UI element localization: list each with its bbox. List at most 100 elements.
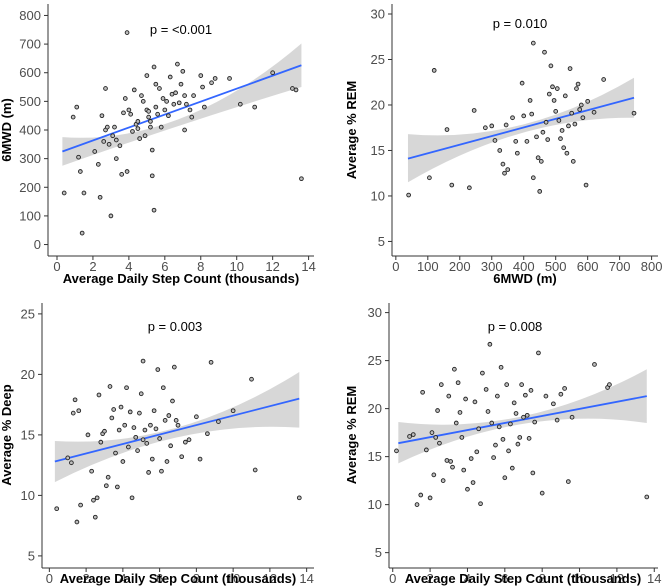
points <box>61 30 304 236</box>
data-point <box>111 407 117 412</box>
y-axis-title: 6MWD (m) <box>0 98 14 162</box>
data-point <box>565 479 571 484</box>
data-point <box>155 367 161 372</box>
data-point <box>94 495 100 501</box>
data-point <box>160 385 166 391</box>
y-tick-label: 400 <box>19 123 41 138</box>
panel-rem-vs-steps: 0 2 4 6 8 10 12 14 5 10 15 20 25 30 p = 0.008 Averag… <box>344 303 661 586</box>
data-point <box>107 384 113 389</box>
data-point <box>440 478 446 483</box>
data-point <box>513 411 519 416</box>
data-point <box>540 129 546 135</box>
data-point <box>502 475 508 481</box>
data-point <box>497 148 503 153</box>
x-tick-label: 4 <box>119 571 126 586</box>
data-point <box>149 173 155 179</box>
x-tick-label: 4 <box>125 259 132 274</box>
x-tick-label: 10 <box>229 259 243 274</box>
data-point <box>109 415 115 421</box>
data-point <box>171 364 177 370</box>
data-point <box>521 113 527 119</box>
data-point <box>178 81 184 87</box>
x-tick-label: 2 <box>426 571 433 586</box>
data-point <box>146 109 151 114</box>
data-point <box>164 459 170 464</box>
x-tick-label: 6 <box>161 259 168 274</box>
data-point <box>97 194 103 200</box>
data-point <box>85 432 91 438</box>
data-point <box>463 396 468 402</box>
data-point <box>480 370 485 376</box>
data-point <box>530 40 536 46</box>
data-point <box>113 156 119 161</box>
data-point <box>500 161 506 167</box>
data-point <box>159 468 164 474</box>
y-tick-label: 30 <box>368 305 382 320</box>
data-point <box>151 207 157 213</box>
data-point <box>176 100 182 106</box>
data-point <box>483 125 488 131</box>
plot-area <box>48 4 314 256</box>
p-value-annotation: p = 0.003 <box>148 319 203 334</box>
data-point <box>144 441 150 446</box>
data-point <box>92 514 98 520</box>
data-point <box>431 68 437 73</box>
data-point <box>526 436 532 441</box>
x-axis-title: Average Daily Step Count (thousands) <box>60 571 296 586</box>
data-point <box>489 123 495 129</box>
data-point <box>140 437 146 443</box>
data-point <box>293 87 299 93</box>
y-axis-title: Average % Deep <box>0 384 14 485</box>
data-point <box>131 425 137 430</box>
data-point <box>567 66 573 71</box>
data-point <box>119 172 125 177</box>
data-point <box>435 408 440 413</box>
data-point <box>166 113 171 119</box>
data-point <box>431 472 437 478</box>
data-point <box>149 147 155 153</box>
data-point <box>427 175 432 181</box>
data-point <box>538 159 544 164</box>
y-axis-title: Average % REM <box>344 386 359 485</box>
data-point <box>198 73 204 78</box>
data-point <box>175 61 180 67</box>
data-point <box>81 190 87 196</box>
data-point <box>138 391 144 397</box>
data-point <box>448 459 453 464</box>
data-point <box>491 455 496 460</box>
data-point <box>601 77 606 82</box>
data-point <box>128 111 134 117</box>
panel-6mwd-vs-steps: 0 2 4 6 8 10 12 14 0 100 200 300 400 500 600 700 800 p … <box>0 4 316 286</box>
data-point <box>591 109 597 115</box>
y-tick-label: 25 <box>371 52 385 67</box>
x-tick-label: 12 <box>265 259 279 274</box>
data-point <box>146 470 151 475</box>
x-tick-label: 10 <box>226 571 240 586</box>
data-point <box>556 118 562 123</box>
data-point <box>113 137 119 143</box>
data-point <box>102 428 107 434</box>
x-tick-label: 500 <box>545 259 567 274</box>
data-point <box>139 93 144 98</box>
data-point <box>500 436 506 442</box>
data-point <box>530 470 536 476</box>
data-point <box>137 410 142 416</box>
data-point <box>135 448 140 453</box>
data-point <box>126 107 132 113</box>
data-point <box>592 362 597 367</box>
data-point <box>519 382 524 387</box>
data-point <box>115 484 120 490</box>
data-point <box>184 101 189 107</box>
data-point <box>543 393 549 399</box>
data-point <box>537 189 543 194</box>
data-point <box>191 93 196 98</box>
data-point <box>508 421 513 427</box>
data-point <box>420 389 425 395</box>
data-point <box>124 385 129 391</box>
data-point <box>70 410 76 416</box>
data-point <box>299 176 304 182</box>
data-point <box>175 422 181 428</box>
data-point <box>524 139 530 144</box>
data-point <box>103 483 109 489</box>
y-tick-label: 25 <box>368 353 382 368</box>
